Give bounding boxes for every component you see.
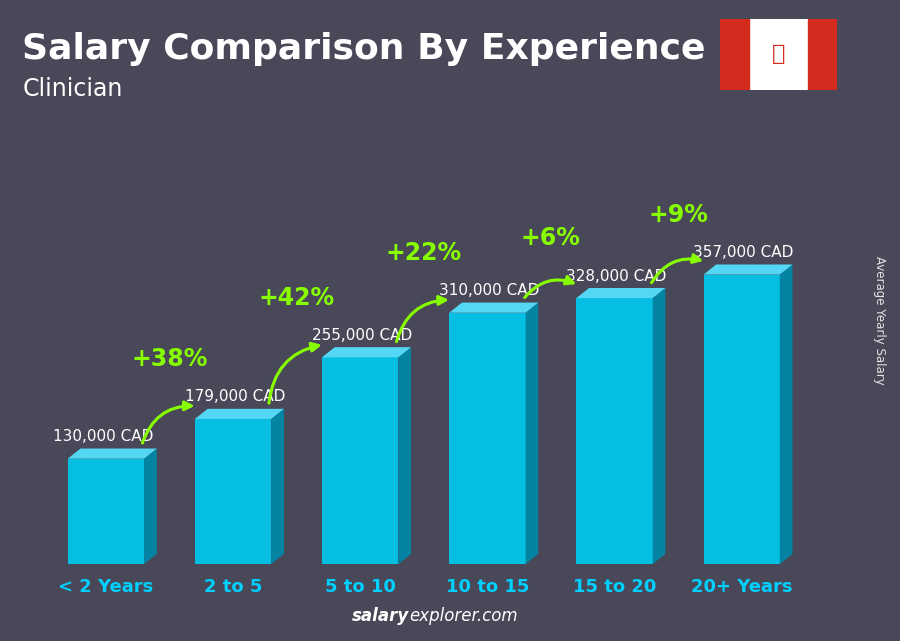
Polygon shape: [195, 419, 271, 564]
Polygon shape: [652, 288, 665, 564]
FancyArrowPatch shape: [525, 276, 573, 297]
FancyArrowPatch shape: [269, 344, 319, 403]
Polygon shape: [779, 265, 793, 564]
Text: 130,000 CAD: 130,000 CAD: [52, 429, 153, 444]
Text: +22%: +22%: [386, 241, 462, 265]
Text: 🍁: 🍁: [772, 44, 785, 65]
Text: Average Yearly Salary: Average Yearly Salary: [873, 256, 886, 385]
Polygon shape: [704, 265, 793, 274]
Text: 357,000 CAD: 357,000 CAD: [693, 245, 794, 260]
Text: 255,000 CAD: 255,000 CAD: [312, 328, 412, 343]
Polygon shape: [144, 449, 157, 564]
FancyArrowPatch shape: [652, 254, 700, 283]
FancyArrowPatch shape: [397, 297, 446, 342]
Polygon shape: [399, 347, 411, 564]
Text: 179,000 CAD: 179,000 CAD: [184, 390, 285, 404]
Text: explorer.com: explorer.com: [410, 607, 518, 625]
Text: 310,000 CAD: 310,000 CAD: [439, 283, 539, 298]
Text: +9%: +9%: [648, 203, 708, 227]
Polygon shape: [322, 347, 411, 357]
Text: salary: salary: [352, 607, 410, 625]
Text: +6%: +6%: [521, 226, 580, 251]
Text: Salary Comparison By Experience: Salary Comparison By Experience: [22, 32, 706, 66]
Polygon shape: [271, 409, 284, 564]
Text: +42%: +42%: [258, 285, 335, 310]
Text: Clinician: Clinician: [22, 77, 123, 101]
Bar: [808, 19, 837, 90]
Polygon shape: [322, 357, 399, 564]
Polygon shape: [704, 274, 779, 564]
Polygon shape: [449, 313, 526, 564]
Text: 328,000 CAD: 328,000 CAD: [566, 269, 667, 283]
Polygon shape: [449, 303, 538, 313]
FancyArrowPatch shape: [142, 402, 192, 443]
Polygon shape: [576, 298, 652, 564]
Bar: [720, 19, 749, 90]
Polygon shape: [195, 409, 284, 419]
Polygon shape: [68, 459, 144, 564]
Polygon shape: [526, 303, 538, 564]
Text: +38%: +38%: [131, 347, 208, 371]
Polygon shape: [68, 449, 157, 459]
Polygon shape: [576, 288, 665, 298]
